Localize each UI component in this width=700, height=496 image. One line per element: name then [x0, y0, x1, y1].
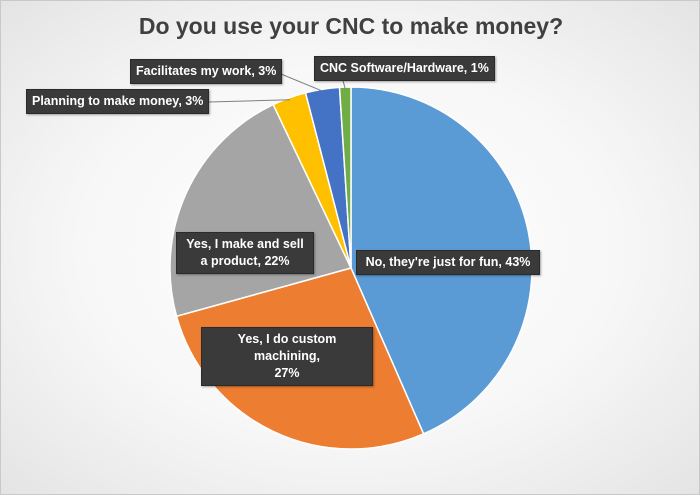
leader-line-planning: [208, 99, 290, 103]
data-label-product-text: Yes, I make and sell a product: [186, 237, 304, 268]
data-label-planning: Planning to make money, 3%: [26, 89, 210, 114]
data-label-fun-value: 43%: [505, 255, 531, 269]
data-label-custom-value: 27%: [274, 366, 300, 380]
data-label-custom-text: Yes, I do custom machining: [237, 332, 337, 363]
data-label-cnc-software: CNC Software/Hardware, 1%: [314, 56, 495, 81]
data-label-planning-value: 3%: [185, 94, 204, 108]
data-label-facilitates: Facilitates my work, 3%: [130, 59, 283, 84]
data-label-cnc-software-value: 1%: [470, 61, 489, 75]
data-label-fun: No, they're just for fun, 43%: [356, 250, 540, 275]
data-label-custom: Yes, I do custom machining, 27%: [201, 327, 373, 386]
data-label-facilitates-text: Facilitates my work: [136, 64, 252, 78]
chart-title: Do you use your CNC to make money?: [138, 13, 564, 39]
data-label-product: Yes, I make and sell a product, 22%: [176, 232, 314, 274]
leader-line-facilitates: [280, 73, 323, 92]
data-label-product-value: 22%: [264, 254, 290, 268]
data-label-planning-text: Planning to make money: [32, 94, 179, 108]
data-label-cnc-software-text: CNC Software/Hardware: [320, 61, 464, 75]
data-label-facilitates-value: 3%: [258, 64, 277, 78]
data-label-fun-text: No, they're just for fun: [365, 255, 499, 269]
